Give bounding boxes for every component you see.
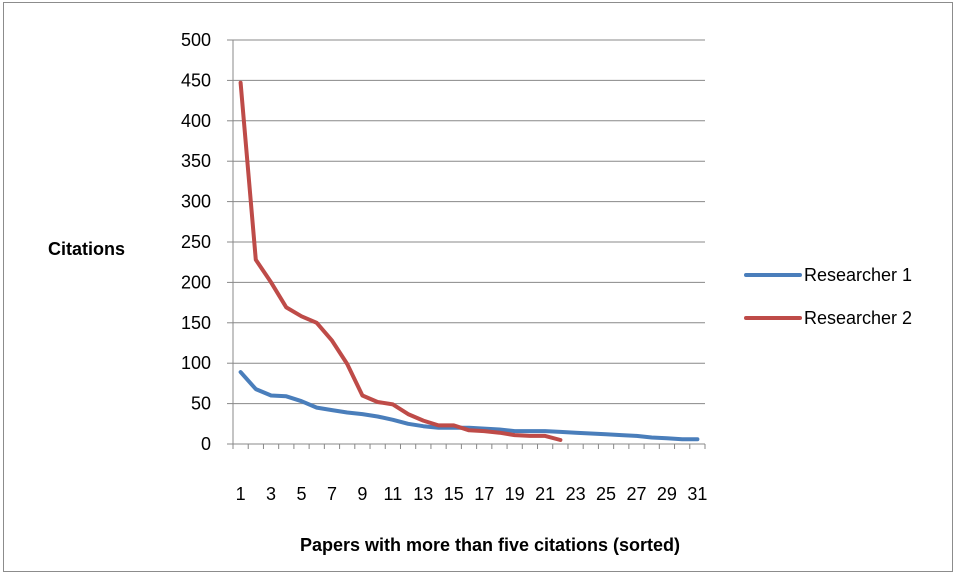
x-tick-label: 3 — [266, 484, 276, 504]
series-lines — [238, 80, 700, 442]
y-axis-title: Citations — [48, 239, 125, 259]
y-tick-label: 150 — [181, 313, 211, 333]
x-tick-label: 25 — [596, 484, 616, 504]
y-tick-label: 400 — [181, 111, 211, 131]
y-tick-label: 500 — [181, 30, 211, 50]
y-tick-label: 0 — [201, 434, 211, 454]
gridlines — [233, 39, 705, 405]
series-line-researcher-1 — [238, 370, 700, 442]
x-tick-label: 29 — [657, 484, 677, 504]
series-line-researcher-2 — [238, 80, 563, 442]
x-tick-label: 7 — [327, 484, 337, 504]
legend-label-researcher-1: Researcher 1 — [804, 265, 912, 285]
x-tick-label: 21 — [535, 484, 555, 504]
x-tick-label: 11 — [384, 484, 403, 504]
legend: Researcher 1 Researcher 2 — [744, 265, 912, 328]
x-tick-label: 17 — [474, 484, 494, 504]
y-tick-label: 350 — [181, 151, 211, 171]
y-tick-label: 300 — [181, 192, 211, 212]
chart-frame: 0 50 100 150 200 250 300 350 400 450 500 1 3 5 7 9 11 13 1… — [3, 2, 953, 572]
x-tick-label: 27 — [626, 484, 646, 504]
y-tick-label: 250 — [181, 232, 211, 252]
x-tick-label: 19 — [505, 484, 525, 504]
x-tick-label: 1 — [236, 484, 246, 504]
legend-label-researcher-2: Researcher 2 — [804, 308, 912, 328]
y-tick-label: 50 — [191, 394, 211, 414]
x-tick-label: 15 — [444, 484, 464, 504]
x-tick-label: 13 — [413, 484, 433, 504]
y-tick-label: 100 — [181, 353, 211, 373]
x-axis-title: Papers with more than five citations (so… — [300, 535, 680, 555]
x-tick-label: 5 — [297, 484, 307, 504]
x-tick-label: 9 — [357, 484, 367, 504]
x-tick-label: 31 — [687, 484, 707, 504]
x-tick-label: 23 — [566, 484, 586, 504]
y-tick-label: 200 — [181, 272, 211, 292]
y-tick-label: 450 — [181, 70, 211, 90]
